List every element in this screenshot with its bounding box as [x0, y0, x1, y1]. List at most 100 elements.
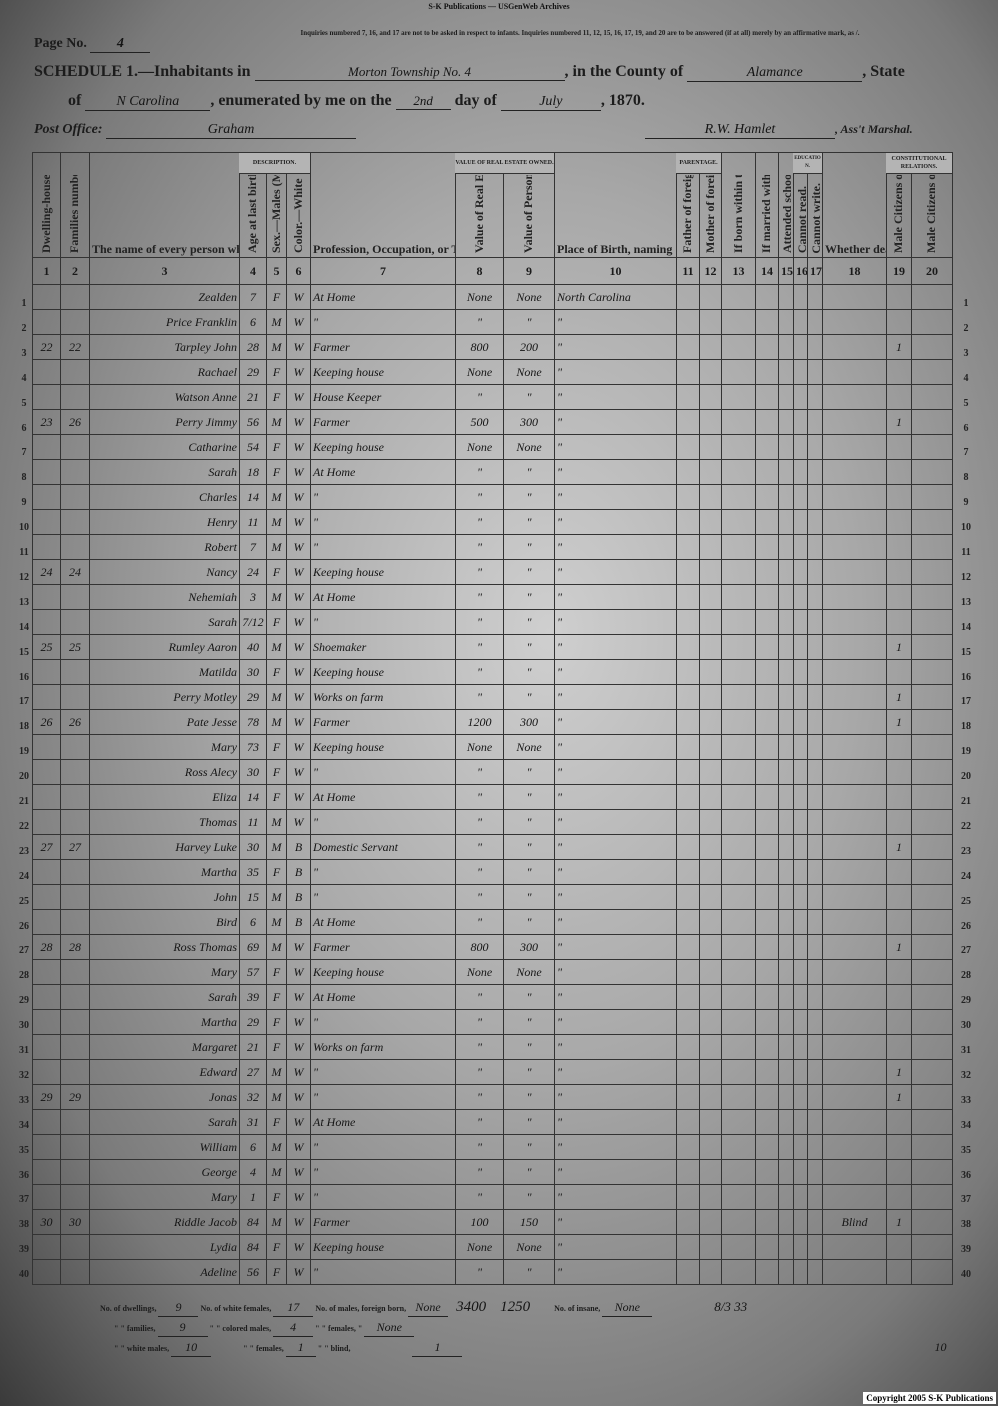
table-row: 28 28 Ross Thomas 69 M W Farmer 800 300 " 1 — [32, 934, 953, 960]
line-number-right: 17 — [961, 696, 971, 708]
cannot-read — [793, 1109, 808, 1135]
column-header-text: Place of Birth, naming State or Territor… — [557, 242, 676, 257]
dwelling-number — [32, 734, 61, 760]
person-name: Adeline — [89, 1259, 240, 1285]
table-row: Mary 57 F W Keeping house None None " — [32, 959, 953, 985]
table-row: 26 26 Pate Jesse 78 M W Farmer 1200 300 " 1 — [32, 709, 953, 735]
column-header-text: Mother of foreign birth. — [703, 175, 717, 254]
person-name: Sarah — [89, 459, 240, 485]
table-row: Rachael 29 F W Keeping house None None " — [32, 359, 953, 385]
post-office-label: Post Office: — [34, 122, 103, 137]
table-row: Robert 7 M W " " " " — [32, 534, 953, 560]
attended-school — [778, 284, 794, 310]
family-number — [60, 1234, 90, 1260]
mother-foreign — [699, 509, 722, 535]
cannot-write — [807, 484, 823, 510]
cannot-read — [793, 959, 808, 985]
birthplace: " — [554, 359, 677, 385]
age: 7 — [239, 284, 267, 310]
disability — [822, 759, 887, 785]
male-citizen — [886, 984, 912, 1010]
real-estate-value: None — [455, 434, 504, 460]
cannot-write — [807, 334, 823, 360]
disability — [822, 284, 887, 310]
column-number: 2 — [60, 257, 90, 285]
column-header-text: Father of foreign birth. — [681, 175, 695, 254]
mother-foreign — [699, 1134, 722, 1160]
birthplace: " — [554, 909, 677, 935]
father-foreign — [676, 484, 700, 510]
father-foreign — [676, 559, 700, 585]
vote-denied — [911, 1034, 953, 1060]
male-citizen — [886, 384, 912, 410]
disability — [822, 1159, 887, 1185]
mother-foreign — [699, 1059, 722, 1085]
foreign-males-count: None — [408, 1298, 449, 1317]
mother-foreign — [699, 709, 722, 735]
schedule-label: SCHEDULE 1.—Inhabitants in — [34, 63, 251, 80]
family-number — [60, 1259, 90, 1285]
occupation: Keeping house — [310, 1234, 456, 1260]
male-citizen — [886, 509, 912, 535]
person-name: Lydia — [89, 1234, 240, 1260]
cannot-write — [807, 309, 823, 335]
line-number-right: 21 — [961, 796, 971, 807]
post-office: Graham — [106, 122, 357, 139]
mother-foreign — [699, 484, 722, 510]
line-number-left: 13 — [19, 596, 29, 608]
mother-foreign — [699, 759, 722, 785]
real-estate-value: " — [455, 509, 504, 535]
family-number — [60, 434, 90, 460]
personal-estate-value: " — [503, 1134, 555, 1160]
line-number-right: 5 — [963, 397, 969, 409]
father-foreign — [676, 534, 700, 560]
line-number-left: 28 — [19, 970, 29, 982]
cannot-write — [807, 934, 823, 960]
father-foreign — [676, 1234, 700, 1260]
father-foreign — [676, 959, 700, 985]
age: 6 — [239, 1134, 267, 1160]
married-within-year — [755, 1034, 779, 1060]
real-estate-value: 500 — [455, 409, 504, 435]
birthplace: " — [554, 534, 677, 560]
person-name: Bird — [89, 909, 240, 935]
father-foreign — [676, 1084, 700, 1110]
age: 84 — [239, 1209, 267, 1235]
table-row: Mary 73 F W Keeping house None None " — [32, 734, 953, 760]
sex: M — [266, 1209, 287, 1235]
born-within-year — [721, 859, 756, 885]
line-number-right: 23 — [961, 845, 971, 857]
cannot-write — [807, 684, 823, 710]
cannot-read — [793, 684, 808, 710]
family-number — [60, 884, 90, 910]
male-citizen — [886, 859, 912, 885]
mother-foreign — [699, 534, 722, 560]
birthplace: " — [554, 609, 677, 635]
father-foreign — [676, 334, 700, 360]
sex: M — [266, 684, 287, 710]
dwelling-number — [32, 1184, 61, 1210]
cannot-write — [807, 1109, 823, 1135]
table-row: John 15 M B " " " " — [32, 884, 953, 910]
father-foreign — [676, 784, 700, 810]
dwelling-number — [32, 584, 61, 610]
sex: F — [266, 984, 287, 1010]
vote-denied — [911, 634, 953, 660]
cannot-read — [793, 884, 808, 910]
column-number: 17 — [807, 257, 823, 285]
line-number-right: 2 — [963, 322, 969, 334]
personal-estate-value: " — [503, 1159, 555, 1185]
family-number — [60, 284, 90, 310]
vote-denied — [911, 1259, 953, 1285]
personal-estate-value: " — [503, 309, 555, 335]
color: W — [286, 934, 311, 960]
family-number — [60, 759, 90, 785]
family-number — [60, 1134, 90, 1160]
occupation: " — [310, 809, 456, 835]
family-number: 26 — [60, 409, 90, 435]
male-citizen: 1 — [886, 1209, 912, 1235]
real-estate-total: 3400 — [456, 1299, 487, 1315]
age: 40 — [239, 634, 267, 660]
born-within-year — [721, 609, 756, 635]
father-foreign — [676, 709, 700, 735]
